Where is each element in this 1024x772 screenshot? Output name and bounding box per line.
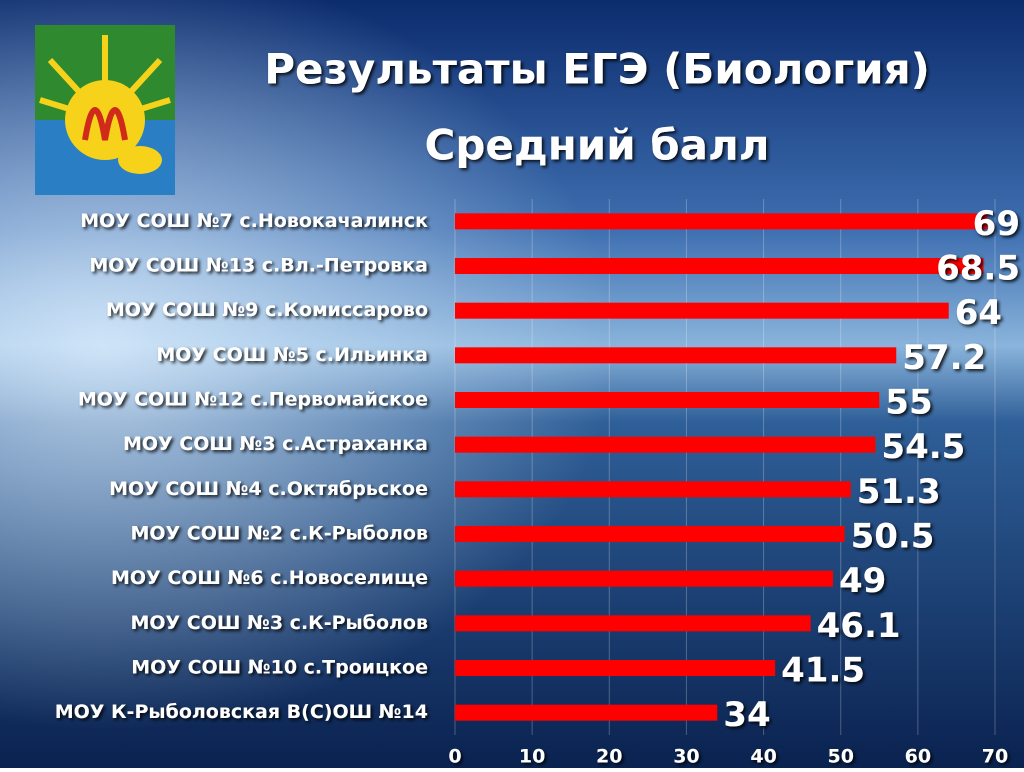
y-tick-label: МОУ СОШ №6 с.Новоселище <box>111 567 428 589</box>
value-label: 55 <box>885 383 932 423</box>
value-label: 34 <box>723 695 770 735</box>
bar <box>455 704 718 721</box>
value-label: 46.1 <box>817 606 901 646</box>
bar <box>455 347 897 364</box>
x-tick-label: 30 <box>673 746 699 768</box>
y-tick-label: МОУ СОШ №3 с.К-Рыболов <box>130 612 428 634</box>
value-label: 64 <box>955 293 1002 333</box>
bar <box>455 392 880 408</box>
y-tick-label: МОУ СОШ №7 с.Новокачалинск <box>80 210 428 232</box>
x-tick-label: 0 <box>448 746 461 768</box>
bar <box>455 481 851 498</box>
x-tick-label: 20 <box>596 746 622 768</box>
value-label: 49 <box>839 561 886 601</box>
y-tick-label: МОУ СОШ №4 с.Октябрьское <box>109 478 428 500</box>
x-tick-label: 60 <box>905 746 931 768</box>
y-tick-label: МОУ К-Рыболовская В(С)ОШ №14 <box>55 701 428 723</box>
value-label: 54.5 <box>881 427 965 467</box>
chart-title: Результаты ЕГЭ (Биология) <box>264 45 930 94</box>
y-tick-label: МОУ СОШ №3 с.Астраханка <box>123 433 428 455</box>
value-label: 69 <box>973 204 1020 244</box>
chart-subtitle: Средний балл <box>425 121 770 170</box>
x-tick-label: 50 <box>827 746 853 768</box>
bar <box>455 213 988 230</box>
bar <box>455 660 776 676</box>
value-label: 50.5 <box>851 517 935 557</box>
y-tick-label: МОУ СОШ №5 с.Ильинка <box>156 344 428 366</box>
value-label: 41.5 <box>781 651 865 691</box>
bar <box>455 302 949 319</box>
value-label: 57.2 <box>902 338 986 378</box>
y-tick-label: МОУ СОШ №13 с.Вл.-Петровка <box>89 255 428 277</box>
y-tick-label: МОУ СОШ №9 с.Комиссарово <box>106 299 428 321</box>
y-tick-label: МОУ СОШ №2 с.К-Рыболов <box>130 523 428 545</box>
bar <box>455 436 876 453</box>
x-tick-label: 40 <box>750 746 776 768</box>
bar <box>455 526 845 542</box>
bar <box>455 615 811 632</box>
bar <box>455 258 984 274</box>
value-label: 68.5 <box>936 249 1020 289</box>
x-tick-label: 10 <box>519 746 545 768</box>
bar <box>455 570 833 587</box>
emblem <box>35 25 175 195</box>
y-tick-label: МОУ СОШ №10 с.Троицкое <box>131 657 428 679</box>
x-tick-label: 70 <box>982 746 1008 768</box>
y-tick-label: МОУ СОШ №12 с.Первомайское <box>78 389 428 411</box>
value-label: 51.3 <box>857 472 941 512</box>
